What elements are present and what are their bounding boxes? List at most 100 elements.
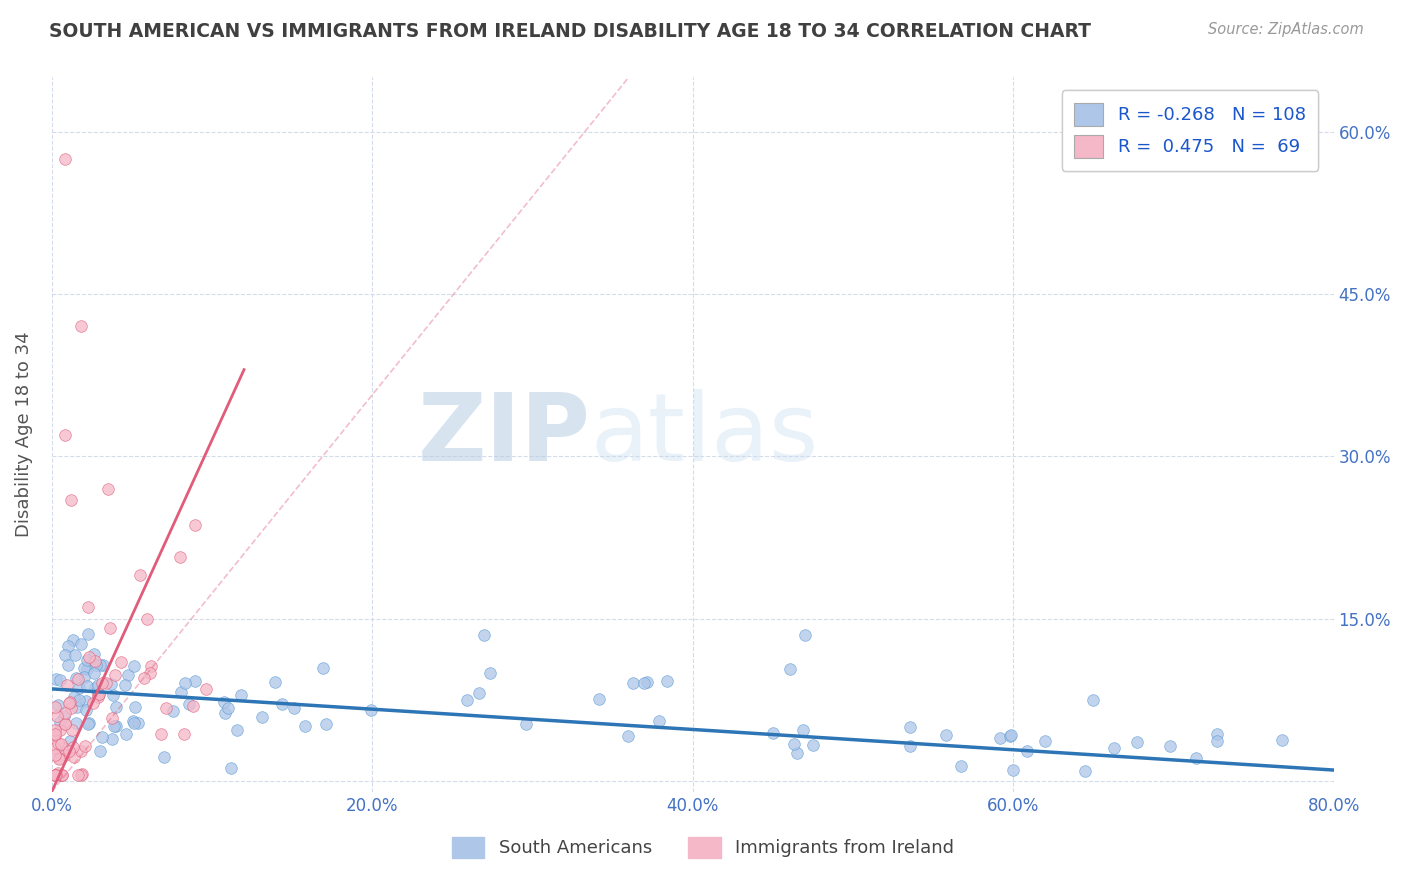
- Point: [75, 694, 97, 708]
- Point: [84, 655, 107, 669]
- Point: [97, 482, 120, 496]
- Point: [177, 697, 200, 711]
- Point: [65, 671, 87, 685]
- Point: [250, 710, 273, 724]
- Point: [87, 687, 110, 701]
- Point: [128, 568, 150, 582]
- Point: [998, 729, 1021, 743]
- Point: [155, 701, 177, 715]
- Point: [62, 749, 84, 764]
- Point: [45, 672, 67, 686]
- Point: [117, 668, 139, 682]
- Point: [44, 768, 66, 782]
- Text: Source: ZipAtlas.com: Source: ZipAtlas.com: [1208, 22, 1364, 37]
- Point: [89, 658, 111, 673]
- Point: [138, 666, 160, 681]
- Point: [58, 743, 80, 757]
- Point: [91, 657, 114, 672]
- Point: [1185, 751, 1208, 765]
- Point: [898, 720, 921, 734]
- Point: [77, 716, 100, 731]
- Point: [762, 726, 785, 740]
- Point: [225, 723, 247, 737]
- Point: [214, 695, 236, 709]
- Point: [1081, 796, 1104, 810]
- Point: [44, 740, 66, 755]
- Point: [474, 628, 496, 642]
- Point: [44, 700, 66, 714]
- Point: [124, 699, 146, 714]
- Point: [49, 673, 72, 688]
- Legend: South Americans, Immigrants from Ireland: South Americans, Immigrants from Ireland: [444, 830, 962, 865]
- Point: [82, 696, 104, 710]
- Point: [229, 689, 252, 703]
- Point: [312, 661, 335, 675]
- Point: [1205, 734, 1227, 748]
- Point: [456, 693, 478, 707]
- Point: [124, 715, 146, 730]
- Point: [67, 681, 90, 695]
- Point: [67, 693, 90, 707]
- Point: [73, 670, 96, 684]
- Point: [77, 649, 100, 664]
- Point: [58, 640, 80, 654]
- Point: [315, 716, 337, 731]
- Point: [66, 700, 89, 714]
- Point: [1000, 728, 1022, 742]
- Point: [294, 719, 316, 733]
- Point: [48, 714, 70, 729]
- Point: [60, 723, 83, 737]
- Point: [271, 698, 294, 712]
- Point: [63, 648, 86, 662]
- Point: [56, 678, 79, 692]
- Point: [283, 701, 305, 715]
- Point: [183, 698, 205, 713]
- Point: [48, 765, 70, 780]
- Point: [69, 768, 91, 782]
- Point: [139, 659, 162, 673]
- Point: [62, 739, 84, 754]
- Point: [105, 700, 128, 714]
- Point: [104, 668, 127, 682]
- Point: [83, 647, 105, 661]
- Point: [44, 728, 66, 742]
- Point: [72, 661, 94, 675]
- Point: [44, 723, 66, 738]
- Point: [214, 706, 236, 720]
- Point: [77, 627, 100, 641]
- Point: [77, 600, 100, 615]
- Point: [636, 674, 658, 689]
- Point: [588, 692, 610, 706]
- Point: [898, 739, 921, 753]
- Point: [153, 749, 176, 764]
- Point: [53, 717, 76, 731]
- Point: [45, 709, 67, 723]
- Point: [132, 672, 155, 686]
- Text: ZIP: ZIP: [418, 389, 591, 481]
- Point: [53, 706, 76, 720]
- Point: [219, 761, 242, 775]
- Point: [1083, 692, 1105, 706]
- Point: [101, 732, 124, 747]
- Point: [53, 648, 76, 662]
- Point: [83, 665, 105, 680]
- Point: [46, 698, 69, 712]
- Point: [101, 710, 124, 724]
- Point: [1271, 733, 1294, 747]
- Point: [468, 686, 491, 700]
- Point: [935, 728, 957, 742]
- Point: [58, 658, 80, 673]
- Point: [48, 723, 70, 737]
- Point: [44, 748, 66, 763]
- Point: [48, 752, 70, 766]
- Point: [44, 768, 66, 782]
- Point: [1159, 739, 1181, 753]
- Point: [91, 675, 114, 690]
- Point: [103, 718, 125, 732]
- Point: [76, 679, 98, 693]
- Point: [127, 716, 149, 731]
- Point: [122, 659, 145, 673]
- Point: [48, 751, 70, 765]
- Point: [184, 517, 207, 532]
- Point: [89, 744, 111, 758]
